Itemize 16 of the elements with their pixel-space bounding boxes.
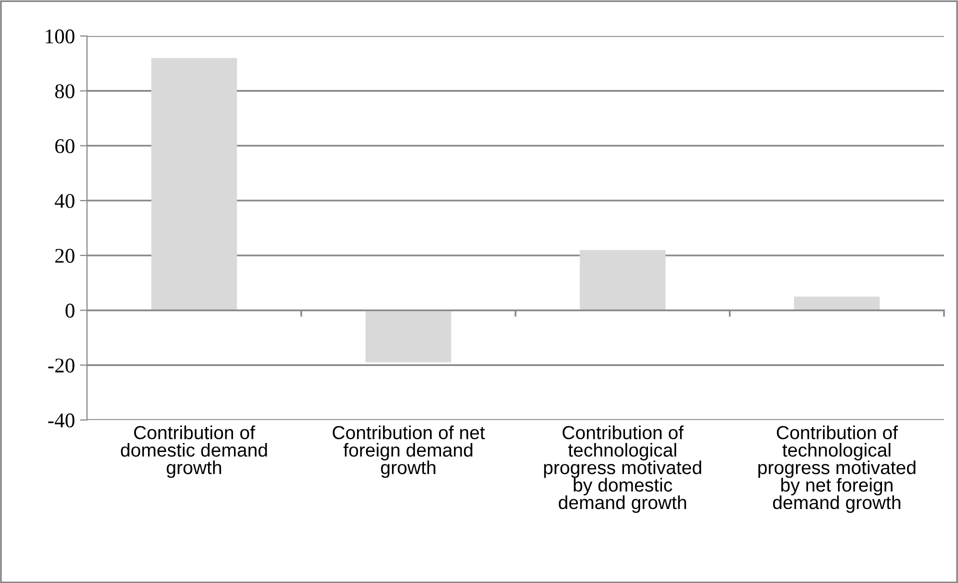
- y-tick-label: 40: [54, 194, 74, 208]
- x-tick-label: Contribution of technological progress motivated by net foreign demand growth: [758, 425, 916, 513]
- x-tick-label: Contribution of technological progress motivated by domestic demand growth: [544, 425, 702, 513]
- y-tick-label: 100: [46, 29, 74, 44]
- y-tick-label: 0: [66, 304, 74, 318]
- y-tick-label: 80: [55, 84, 74, 98]
- bar: [794, 296, 880, 310]
- x-tick-label: Contribution of net foreign demand growth: [332, 425, 485, 478]
- y-tick-label: 20: [55, 248, 74, 263]
- bar: [366, 310, 452, 362]
- y-tick-label: -40: [48, 413, 74, 428]
- y-tick-label: 60: [55, 139, 74, 154]
- y-tick-label: -20: [48, 358, 74, 373]
- bar: [151, 58, 237, 310]
- x-tick-label: Contribution of domestic demand growth: [120, 425, 267, 478]
- bar: [580, 250, 666, 310]
